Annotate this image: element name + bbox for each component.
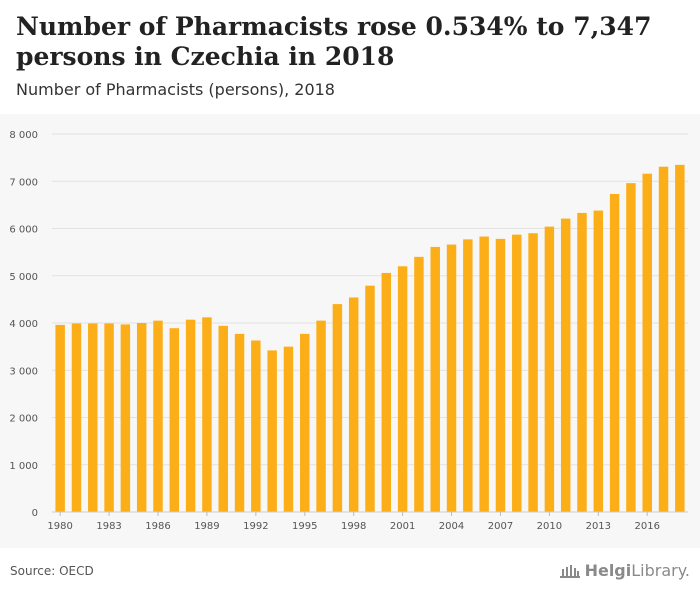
x-tick-label: 2007 (488, 521, 513, 532)
bar-1989 (202, 317, 212, 512)
bar-2001 (397, 266, 408, 512)
bar-2005 (463, 239, 473, 512)
bar-2003 (430, 246, 440, 513)
bar-1991 (234, 333, 245, 512)
bar-1986 (153, 320, 163, 512)
x-tick-label: 1986 (145, 521, 170, 532)
bar-2008 (512, 234, 522, 512)
y-tick-label: 5 000 (9, 272, 38, 283)
x-tick-label: 1992 (243, 521, 268, 532)
bar-1993 (267, 350, 277, 512)
helgi-library-logo[interactable]: HelgiLibrary. (559, 561, 690, 580)
bar-1997 (332, 304, 343, 512)
bar-1998 (348, 297, 359, 512)
bar-1988 (185, 319, 196, 512)
y-tick-label: 3 000 (9, 366, 38, 377)
bar-2006 (479, 236, 489, 512)
x-tick-label: 2001 (390, 521, 415, 532)
logo-text-bold: Helgi (584, 561, 632, 580)
bar-1981 (71, 323, 82, 512)
bar-2016 (642, 173, 652, 512)
x-tick-label: 1989 (194, 521, 219, 532)
y-tick-label: 7 000 (9, 177, 38, 188)
bar-2000 (381, 272, 392, 512)
bar-2009 (528, 233, 538, 512)
y-tick-label: 2 000 (9, 414, 38, 425)
bar-2017 (658, 166, 669, 512)
bar-2010 (544, 226, 555, 513)
x-tick-label: 1980 (47, 521, 72, 532)
bar-1999 (365, 285, 375, 512)
y-tick-label: 8 000 (9, 130, 38, 141)
bar-1996 (316, 320, 326, 512)
x-tick-label: 1983 (96, 521, 121, 532)
page-title: Number of Pharmacists rose 0.534% to 7,3… (16, 12, 652, 71)
x-tick-label: 2004 (439, 521, 464, 532)
bar-1984 (120, 324, 131, 512)
bar-1985 (136, 323, 147, 512)
bar-1995 (300, 333, 310, 512)
bar-2013 (593, 210, 604, 513)
bar-2014 (609, 194, 620, 512)
y-tick-label: 1 000 (9, 461, 38, 472)
bar-1982 (88, 323, 98, 512)
bar-2002 (414, 256, 424, 512)
bar-1992 (251, 340, 261, 512)
bar-2011 (560, 218, 571, 512)
x-tick-label: 1995 (292, 521, 317, 532)
bar-2015 (626, 183, 636, 512)
x-tick-label: 2013 (586, 521, 611, 532)
x-tick-label: 2010 (537, 521, 562, 532)
chart-panel: 0 1 000 2 000 3 000 4 000 5 000 6 000 7 000 8 00… (0, 114, 700, 548)
bar-1994 (283, 346, 294, 512)
bar-2012 (577, 212, 587, 512)
x-tick-label: 2016 (635, 521, 660, 532)
bar-2007 (495, 238, 506, 512)
bar-1983 (104, 323, 114, 512)
chart-subtitle: Number of Pharmacists (persons), 2018 (16, 80, 335, 99)
logo-text-rest: Library. (631, 561, 690, 580)
y-tick-label: 6 000 (9, 225, 38, 236)
bar-2018 (675, 164, 685, 512)
y-tick-label: 0 (32, 508, 38, 519)
library-building-icon (559, 564, 580, 578)
bar-1990 (218, 325, 228, 512)
bar-chart: 0 1 000 2 000 3 000 4 000 5 000 6 000 7 000 8 00… (9, 130, 688, 532)
bar-2004 (446, 244, 457, 512)
bar-1987 (169, 328, 180, 512)
x-tick-label: 1998 (341, 521, 366, 532)
y-tick-label: 4 000 (9, 319, 38, 330)
bar-1980 (55, 324, 65, 512)
source-note: Source: OECD (10, 564, 94, 578)
